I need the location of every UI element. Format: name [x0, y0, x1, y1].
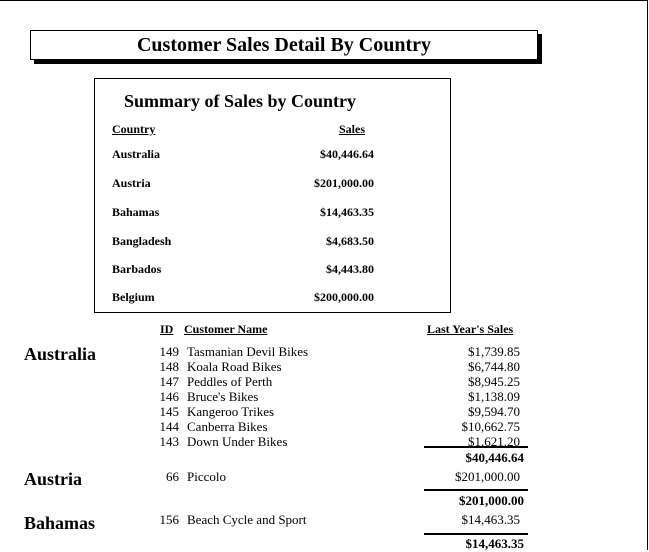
table-row: 149 Tasmanian Devil Bikes $1,739.85	[140, 344, 521, 359]
customer-name: Bruce's Bikes	[187, 389, 259, 404]
summary-title: Summary of Sales by Country	[124, 91, 357, 111]
detail-sales-header: Last Year's Sales	[427, 322, 514, 336]
summary-box: Summary of Sales by Country Country Sale…	[94, 78, 451, 313]
customer-id: 147	[159, 374, 180, 389]
customer-sales: $9,594.70	[468, 404, 520, 419]
customer-sales: $1,621.20	[468, 434, 520, 449]
customer-sales: $14,463.35	[461, 512, 521, 527]
customer-sales: $201,000.00	[455, 469, 520, 484]
customer-name: Piccolo	[187, 469, 226, 484]
detail-id-header: ID	[160, 322, 174, 336]
summary-sales: $4,443.80	[326, 262, 374, 276]
customer-id: 144	[159, 419, 180, 434]
customer-sales: $10,662.75	[461, 419, 521, 434]
summary-sales: $14,463.35	[320, 205, 374, 219]
summary-sales: $40,446.64	[320, 147, 374, 161]
summary-country: Belgium	[112, 290, 155, 304]
table-row: 156 Beach Cycle and Sport $14,463.35	[140, 512, 521, 527]
summary-country: Bangladesh	[112, 234, 172, 248]
table-row: 144 Canberra Bikes $10,662.75	[140, 419, 521, 434]
summary-row: Barbados $4,443.80	[112, 262, 374, 276]
group-country: Bahamas	[24, 513, 96, 533]
table-row: 145 Kangeroo Trikes $9,594.70	[140, 404, 521, 419]
customer-sales: $8,945.25	[468, 374, 520, 389]
customer-id: 145	[159, 404, 180, 419]
customer-id: 66	[166, 469, 179, 484]
table-row: 66 Piccolo $201,000.00	[140, 469, 520, 484]
summary-row: Bahamas $14,463.35	[112, 205, 374, 219]
group-subtotal: $14,463.35	[465, 536, 525, 551]
summary-country: Australia	[112, 147, 160, 161]
summary-row: Austria $201,000.00	[112, 176, 374, 190]
table-row: 147 Peddles of Perth $8,945.25	[140, 374, 521, 389]
customer-id: 146	[159, 389, 180, 404]
customer-sales: $1,138.09	[468, 389, 520, 404]
summary-country: Bahamas	[112, 205, 160, 219]
subtotal-rule	[424, 446, 528, 448]
customer-sales: $1,739.85	[468, 344, 520, 359]
group-subtotal: $201,000.00	[459, 493, 524, 508]
summary-row: Belgium $200,000.00	[112, 290, 374, 304]
summary-row: Australia $40,446.64	[112, 147, 374, 161]
customer-name: Down Under Bikes	[187, 434, 288, 449]
customer-name: Peddles of Perth	[187, 374, 273, 389]
summary-sales: $200,000.00	[314, 290, 374, 304]
group-subtotal: $40,446.64	[465, 450, 525, 465]
table-row: 148 Koala Road Bikes $6,744.80	[140, 359, 521, 374]
customer-id: 143	[159, 434, 180, 449]
report-title: Customer Sales Detail By Country	[30, 30, 538, 60]
group-country: Australia	[24, 344, 96, 364]
table-row: 143 Down Under Bikes $1,621.20	[140, 434, 521, 449]
customer-id: 148	[159, 359, 180, 374]
customer-name: Beach Cycle and Sport	[187, 512, 307, 527]
summary-country: Austria	[112, 176, 151, 190]
summary-sales: $201,000.00	[314, 176, 374, 190]
summary-row: Bangladesh $4,683.50	[112, 234, 374, 248]
customer-name: Canberra Bikes	[187, 419, 268, 434]
customer-name: Koala Road Bikes	[187, 359, 282, 374]
subtotal-rule	[424, 489, 528, 491]
table-row: 146 Bruce's Bikes $1,138.09	[140, 389, 521, 404]
summary-sales-header: Sales	[339, 122, 366, 136]
group-country: Austria	[24, 469, 82, 489]
summary-country-header: Country	[112, 122, 156, 136]
customer-name: Tasmanian Devil Bikes	[187, 344, 309, 359]
subtotal-rule	[424, 533, 528, 535]
summary-sales: $4,683.50	[326, 234, 374, 248]
customer-name: Kangeroo Trikes	[187, 404, 275, 419]
customer-id: 156	[159, 512, 180, 527]
summary-country: Barbados	[112, 262, 162, 276]
customer-sales: $6,744.80	[468, 359, 520, 374]
detail-name-header: Customer Name	[184, 322, 268, 336]
customer-id: 149	[159, 344, 180, 359]
